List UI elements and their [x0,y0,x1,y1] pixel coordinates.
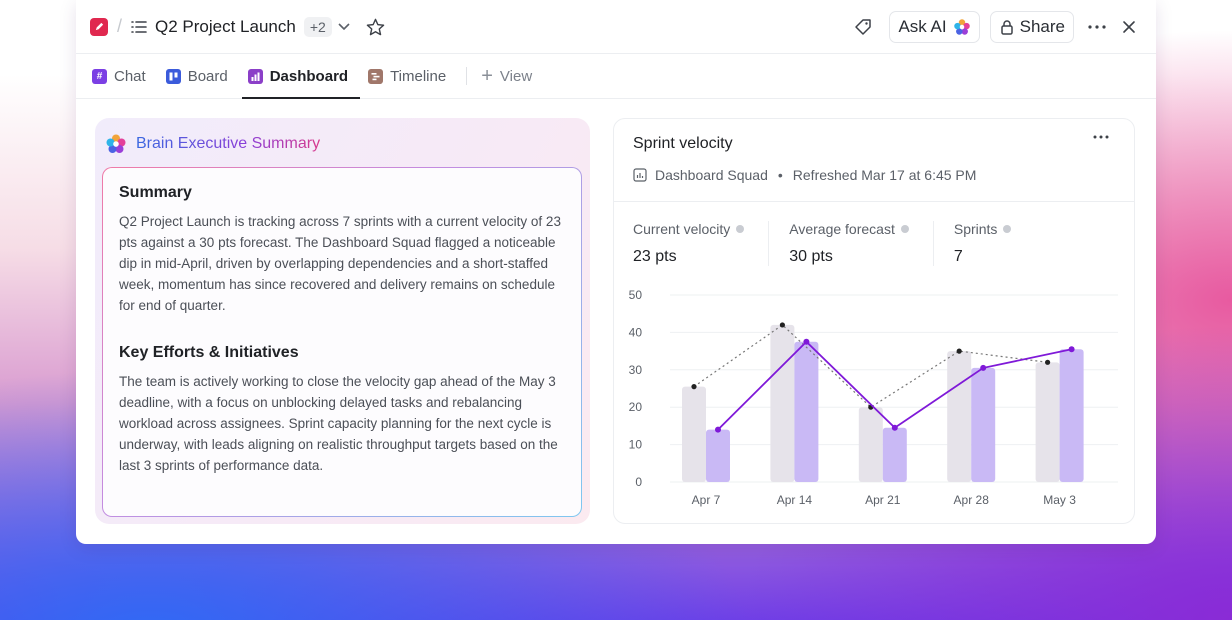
bar [682,386,706,482]
bar [706,429,730,482]
y-tick-label: 20 [629,400,643,414]
add-view-label: View [499,67,533,85]
bar [1059,349,1084,482]
metric-value: 7 [953,248,963,265]
bar [947,351,972,482]
metric-label: Current velocity [633,221,731,237]
data-point [956,348,962,354]
plus-icon: + [481,64,493,87]
dashboard-content: Brain Executive Summary Summary Q2 Proje… [76,100,1156,544]
dashboard-small-icon [633,168,647,182]
lock-icon [1000,19,1013,35]
y-tick-label: 50 [629,288,643,302]
list-icon [131,18,149,36]
tag-icon[interactable] [853,16,875,38]
metric-current-velocity: Current velocity 23 pts [633,221,770,266]
share-button[interactable]: Share [989,10,1074,43]
x-tick-label: Apr 14 [777,493,813,507]
info-icon[interactable] [736,225,745,233]
sprint-velocity-card: Sprint velocity Dashboard Squad • Refres… [613,118,1135,524]
x-tick-label: May 3 [1043,493,1076,507]
ask-ai-button[interactable]: Ask AI [889,10,980,43]
add-view-button[interactable]: + View [481,65,532,88]
data-point [1068,346,1075,353]
summary-section-text: Q2 Project Launch is tracking across 7 s… [119,214,561,313]
tab-timeline[interactable]: Timeline [368,54,452,99]
breadcrumb-separator: / [117,16,123,36]
dashboard-icon [247,68,263,84]
brain-summary-title: Brain Executive Summary [136,135,321,152]
bar [770,324,795,482]
extra-count-badge[interactable]: +2 [303,16,332,37]
brain-summary-card: Brain Executive Summary Summary Q2 Proje… [95,118,590,524]
data-point [779,322,785,328]
star-icon[interactable] [366,17,386,37]
meta-separator: • [777,167,783,183]
board-icon [165,68,181,84]
page-title[interactable]: Q2 Project Launch [155,16,296,36]
team-name: Dashboard Squad [655,167,768,183]
summary-section-title: Summary [119,184,192,201]
data-point [891,424,898,431]
tab-label: Board [187,67,228,85]
series-line [693,324,1048,408]
app-window: / Q2 Project Launch +2 Ask AI Share [76,0,1156,544]
share-label: Share [1019,16,1065,36]
chart-card-title: Sprint velocity [633,135,733,152]
metric-sprints: Sprints 7 [954,221,1036,266]
bar [858,407,883,482]
tab-divider [466,67,468,85]
header-bar: / Q2 Project Launch +2 Ask AI Share [76,0,1156,54]
close-icon[interactable] [1122,20,1142,34]
view-tabs: # Chat Board Dashboard Timeline + View [76,54,1156,99]
chevron-down-icon[interactable] [338,20,352,34]
y-tick-label: 40 [629,325,643,339]
data-point [980,364,987,371]
y-tick-label: 0 [635,475,642,489]
tab-chat[interactable]: # Chat [92,54,152,99]
more-options-icon[interactable] [1092,135,1110,139]
data-point [1045,359,1051,365]
tab-label: Dashboard [269,67,349,85]
timeline-icon [368,68,384,84]
tab-dashboard[interactable]: Dashboard [241,54,361,99]
velocity-chart: 0 10 20 30 40 50 Apr 7 Apr 14 Apr 21 Apr 28 May 3 [629,288,1118,507]
data-point [715,426,721,433]
bar [794,341,819,482]
more-options-icon[interactable] [1088,24,1108,29]
initiatives-section-title: Key Efforts & Initiatives [119,344,299,361]
metric-label: Average forecast [789,221,895,237]
metric-label: Sprints [953,221,998,237]
x-tick-label: Apr 21 [865,493,901,507]
chart-card-meta: Dashboard Squad • Refreshed Mar 17 at 6:… [633,167,1115,183]
bar [882,427,907,482]
tab-board[interactable]: Board [165,54,234,99]
refreshed-timestamp: Refreshed Mar 17 at 6:45 PM [792,167,977,183]
bar [1035,362,1060,482]
metric-value: 30 pts [789,248,833,265]
hash-icon: # [92,68,107,84]
tab-label: Chat [114,67,146,85]
pencil-app-icon[interactable] [90,17,108,36]
y-tick-label: 30 [629,363,643,377]
card-divider [614,201,1134,202]
x-tick-label: Apr 28 [954,493,990,507]
data-point [803,338,810,345]
y-tick-label: 10 [629,438,643,452]
x-tick-label: Apr 7 [692,493,721,507]
brain-ai-icon [106,134,126,153]
summary-content-box: Summary Q2 Project Launch is tracking ac… [102,167,582,517]
data-point [691,384,697,390]
initiatives-section-text: The team is actively working to close th… [119,374,558,473]
ask-ai-label: Ask AI [898,16,947,36]
bar [971,367,996,482]
velocity-metrics: Current velocity 23 pts Average forecast… [633,221,1055,266]
metric-average-forecast: Average forecast 30 pts [789,221,934,266]
info-icon[interactable] [900,225,909,233]
brain-summary-header: Brain Executive Summary [95,118,590,170]
ai-sparkle-icon [953,18,970,35]
metric-value: 23 pts [633,248,677,265]
info-icon[interactable] [1003,225,1012,233]
tab-label: Timeline [390,67,447,85]
